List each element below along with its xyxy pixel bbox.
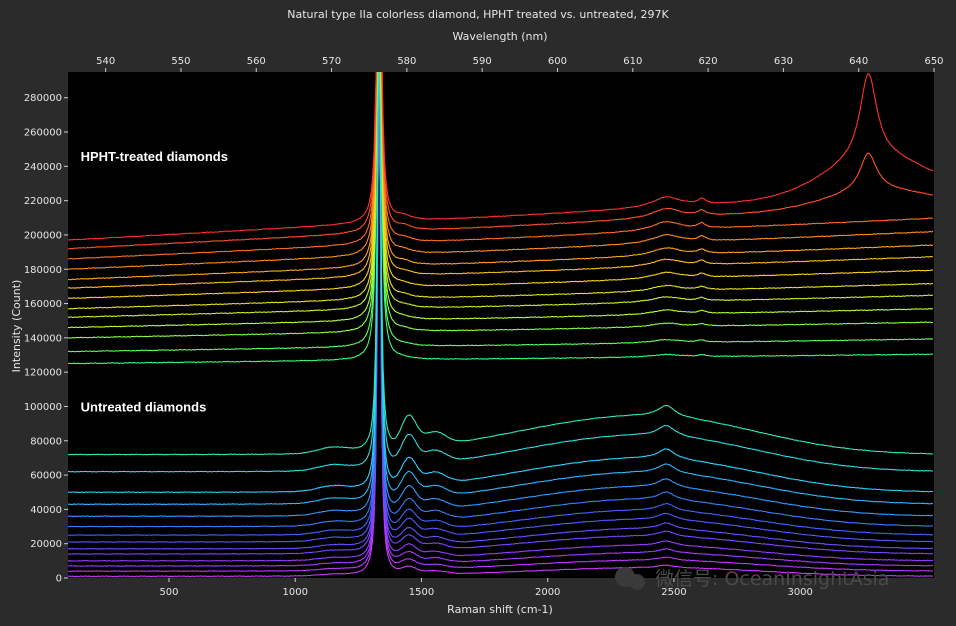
series-hpht-10 xyxy=(68,72,934,260)
annotation-hpht-treated: HPHT-treated diamonds xyxy=(81,149,228,164)
series-untreated-2 xyxy=(68,89,934,567)
x2-axis-label: Wavelength (nm) xyxy=(452,30,547,43)
series-hpht-5 xyxy=(68,72,934,310)
series-hpht-3 xyxy=(68,72,934,329)
y-tick-label-10: 200000 xyxy=(24,230,62,241)
series-hpht-12 xyxy=(68,72,934,241)
y-tick-label-8: 160000 xyxy=(24,299,62,310)
series-untreated-10 xyxy=(68,72,934,506)
series-untreated-7 xyxy=(68,72,934,536)
series-hpht-0 xyxy=(68,72,934,365)
x2-tick-label-5: 590 xyxy=(473,56,492,67)
wechat-icon-bubble xyxy=(629,574,645,590)
y-tick-label-2: 40000 xyxy=(30,505,62,516)
series-untreated-11 xyxy=(68,72,934,494)
x2-tick-label-7: 610 xyxy=(623,56,642,67)
x2-tick-label-6: 600 xyxy=(548,56,567,67)
x2-tick-label-9: 630 xyxy=(774,56,793,67)
series-layer xyxy=(68,72,934,578)
y-tick-label-9: 180000 xyxy=(24,265,62,276)
series-untreated-4 xyxy=(68,76,934,555)
x2-tick-label-3: 570 xyxy=(322,56,341,67)
series-hpht-1 xyxy=(68,72,934,353)
series-hpht-11 xyxy=(68,72,934,250)
series-hpht-8 xyxy=(68,72,933,281)
x-axis-label: Raman shift (cm-1) xyxy=(447,603,553,616)
series-untreated-12 xyxy=(68,72,934,473)
x-tick-label-4: 2500 xyxy=(661,587,686,598)
series-hpht-2 xyxy=(68,72,934,339)
y-tick-label-13: 260000 xyxy=(24,128,62,139)
series-untreated-0 xyxy=(68,100,934,578)
y-tick-label-7: 140000 xyxy=(24,333,62,344)
y-tick-label-6: 120000 xyxy=(24,368,62,379)
series-untreated-1 xyxy=(68,94,934,573)
chart-title: Natural type IIa colorless diamond, HPHT… xyxy=(287,8,669,21)
series-hpht-6 xyxy=(68,72,934,300)
y-tick-label-5: 100000 xyxy=(24,402,62,413)
y-tick-label-1: 20000 xyxy=(30,539,62,550)
x2-tick-label-8: 620 xyxy=(699,56,718,67)
y-axis-label: Intensity (Count) xyxy=(10,280,23,373)
watermark-text: 微信号: OceanInsightAsia xyxy=(655,568,889,590)
x-tick-label-5: 3000 xyxy=(787,587,812,598)
x2-tick-label-0: 540 xyxy=(96,56,115,67)
y-tick-label-12: 240000 xyxy=(24,162,62,173)
y-tick-label-14: 280000 xyxy=(24,93,62,104)
y-tick-label-11: 220000 xyxy=(24,196,62,207)
x-tick-label-1: 1000 xyxy=(283,587,308,598)
x-tick-label-3: 2000 xyxy=(535,587,560,598)
x2-tick-label-11: 650 xyxy=(924,56,943,67)
series-untreated-3 xyxy=(68,83,934,562)
series-hpht-7 xyxy=(68,72,934,289)
x-tick-label-2: 1500 xyxy=(409,587,434,598)
series-hpht-9 xyxy=(68,72,934,270)
x2-tick-label-1: 550 xyxy=(171,56,190,67)
annotation-untreated: Untreated diamonds xyxy=(81,400,207,415)
series-untreated-8 xyxy=(68,72,934,528)
x2-tick-label-2: 560 xyxy=(247,56,266,67)
series-untreated-6 xyxy=(68,72,933,543)
series-untreated-13 xyxy=(68,72,934,456)
y-tick-label-0: 0 xyxy=(56,574,62,585)
x2-tick-label-10: 640 xyxy=(849,56,868,67)
x2-tick-label-4: 580 xyxy=(397,56,416,67)
axis-layer: 500 1000 1500 2000 2500 3000 540 550 560 570 580 59… xyxy=(24,56,944,598)
y-tick-label-4: 80000 xyxy=(30,436,62,447)
series-untreated-5 xyxy=(68,72,934,550)
y-tick-label-3: 60000 xyxy=(30,471,62,482)
series-hpht-4 xyxy=(68,72,934,318)
wechat-watermark: 微信号: OceanInsightAsia xyxy=(615,567,889,590)
series-untreated-9 xyxy=(68,72,934,518)
x-tick-label-0: 500 xyxy=(159,587,178,598)
